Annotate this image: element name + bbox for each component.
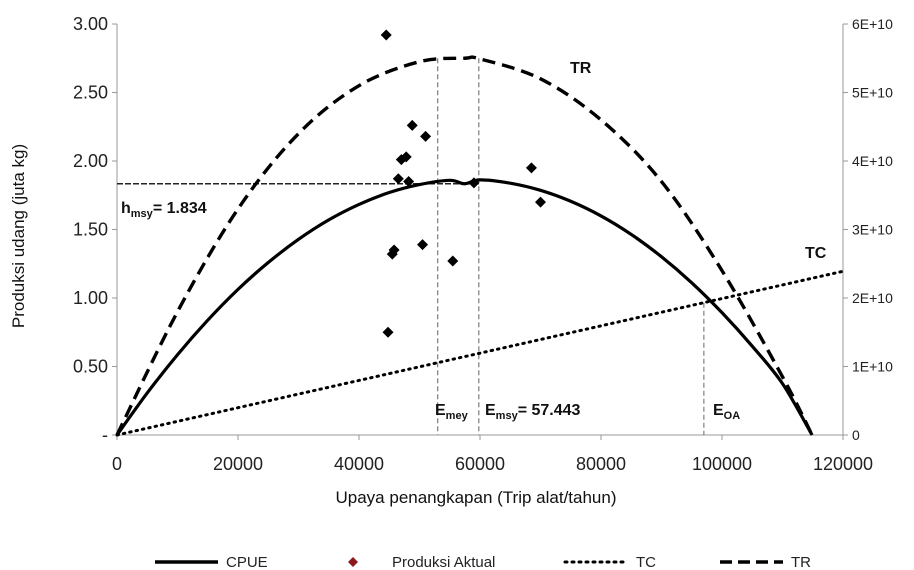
scatter-point (403, 176, 415, 188)
legend-label-tc: TC (636, 554, 656, 570)
y-right-tick-label: 1E+10 (852, 359, 893, 375)
legend-label-produksi: Produksi Aktual (392, 554, 495, 570)
y-right-tick-label: 0 (852, 427, 860, 443)
scatter-point (406, 119, 418, 131)
legend-label-cpue: CPUE (226, 554, 268, 570)
y-right-tick-label: 5E+10 (852, 85, 893, 101)
scatter-point (382, 326, 394, 338)
y-axis-title: Produksi udang (juta kg) (9, 144, 28, 328)
y-right-tick-label: 4E+10 (852, 153, 893, 169)
y-left-tick-label: 1.50 (73, 220, 108, 240)
scatter-point (388, 244, 400, 256)
emsy-label: Emsy= 57.443 (485, 402, 581, 422)
y-left-tick-label: 3.00 (73, 14, 108, 34)
scatter-point (400, 151, 412, 163)
series-line-tr (115, 55, 814, 436)
annotations: hmsy= 1.834 Emey Emsy= 57.443 EOA TR TC (121, 60, 827, 422)
series-line-cpue (115, 178, 814, 436)
eoa-label: EOA (713, 402, 740, 422)
scatter-point (392, 173, 404, 185)
x-tick-label: 40000 (334, 454, 384, 474)
axes: - 0.50 1.00 1.50 2.00 2.50 3.00 0 1E+10 2E+10 3E+1… (73, 14, 893, 474)
scatter-point (417, 239, 429, 251)
y-left-tick-label: 1.00 (73, 288, 108, 308)
series-line-tc (115, 269, 845, 437)
x-tick-label: 20000 (213, 454, 263, 474)
x-tick-label: 0 (112, 454, 122, 474)
y-right-tick-label: 2E+10 (852, 290, 893, 306)
legend: CPUE Produksi Aktual TC TR (155, 554, 811, 570)
legend-label-tr: TR (791, 554, 811, 570)
legend-swatch-produksi (348, 557, 358, 567)
x-tick-label: 80000 (576, 454, 626, 474)
scatter-markers (380, 29, 546, 338)
x-tick-label: 60000 (455, 454, 505, 474)
scatter-point (380, 29, 392, 41)
emey-label: Emey (435, 402, 469, 422)
scatter-point (535, 196, 546, 208)
hmsy-label: hmsy= 1.834 (121, 200, 207, 220)
y-left-tick-label: 2.00 (73, 151, 108, 171)
x-tick-label: 100000 (692, 454, 752, 474)
scatter-point (525, 162, 537, 174)
y-left-tick-label: 2.50 (73, 83, 108, 103)
y-left-tick-label: 0.50 (73, 357, 108, 377)
tr-curve-label: TR (570, 60, 592, 77)
x-tick-label: 120000 (813, 454, 873, 474)
y-left-tick-label: - (102, 425, 108, 445)
scatter-point (447, 255, 459, 267)
tc-line-label: TC (805, 245, 827, 262)
scatter-point (468, 177, 480, 189)
x-axis-title: Upaya penangkapan (Trip alat/tahun) (336, 488, 617, 507)
series-layer (115, 55, 845, 437)
scatter-point (420, 130, 432, 142)
guide-lines (117, 58, 705, 435)
y-right-tick-label: 6E+10 (852, 16, 893, 32)
y-right-tick-label: 3E+10 (852, 222, 893, 238)
